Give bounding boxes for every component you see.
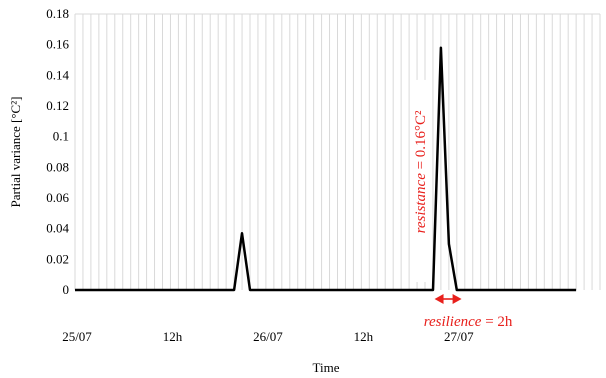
resilience-annotation: resilience = 2h [424,314,513,330]
y-tick-label: 0.1 [53,129,69,144]
x-tick-label: 25/07 [62,329,92,344]
y-tick-label: 0.16 [46,37,69,52]
y-axis-title: Partial variance [°C²] [8,97,23,208]
resilience-arrow [434,294,462,304]
x-axis-title: Time [313,360,340,375]
x-tick-label: 27/07 [444,329,474,344]
resilience-value: = 2h [481,314,512,330]
y-tick-label: 0.12 [46,98,69,113]
series-line [75,46,577,292]
x-tick-label: 12h [354,329,374,344]
gridlines [74,13,601,290]
y-tick-label: 0.06 [46,190,69,205]
x-tick-label: 26/07 [253,329,283,344]
y-tick-label: 0.08 [46,159,69,174]
resistance-word: resistance [413,173,429,234]
x-tick-label: 12h [163,329,183,344]
resistance-value: = 0.16°C² [413,110,429,173]
resilience-word: resilience [424,314,482,330]
y-tick-label: 0.14 [46,67,69,82]
y-axis-ticks: 0 0.02 0.04 0.06 0.08 0.1 0.12 0.14 0.16 0.18 [46,6,69,297]
resistance-annotation: resistance = 0.16°C² [413,110,429,233]
x-axis-ticks: 25/07 12h 26/07 12h 27/07 [62,329,474,344]
y-tick-label: 0 [63,282,70,297]
y-tick-label: 0.18 [46,6,69,21]
y-tick-label: 0.04 [46,221,69,236]
annotation-backdrop [410,79,430,282]
y-tick-label: 0.02 [46,251,69,266]
